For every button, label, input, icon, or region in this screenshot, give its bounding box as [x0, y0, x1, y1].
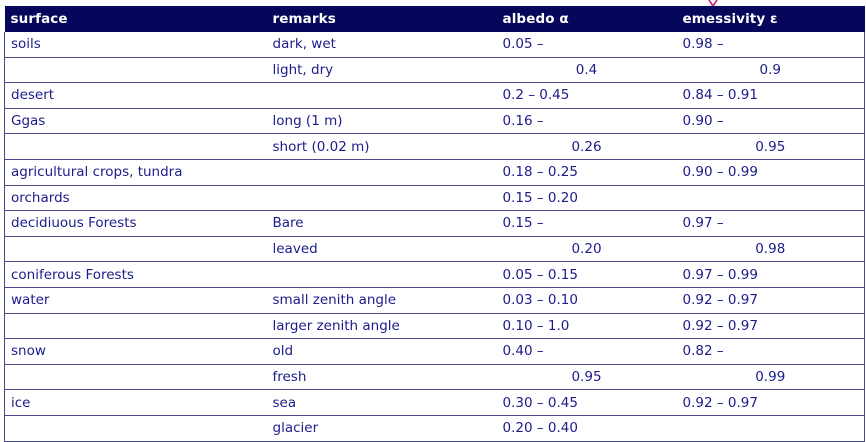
surface-properties-table-container: surface remarks albedo α emessivity ε so…: [4, 6, 865, 442]
cell-surface: snow: [4, 338, 267, 365]
cell-remarks: larger zenith angle: [266, 313, 497, 340]
table-row: snow old 0.40 –0.82 –: [4, 338, 865, 365]
cell-albedo: 0.20: [496, 236, 677, 263]
cell-emissivity: 0.82 –: [676, 338, 865, 365]
cell-surface: [4, 57, 267, 84]
cell-emissivity: 0.99: [676, 364, 865, 391]
table-row: coniferous Forests 0.05 – 0.15 0.97 – 0.99: [4, 261, 865, 288]
cell-surface: ice: [4, 389, 267, 416]
cell-surface: [4, 415, 267, 442]
cell-albedo: 0.15 – 0.20: [496, 185, 677, 212]
cell-remarks: glacier: [266, 415, 497, 442]
cell-emissivity: [676, 415, 865, 442]
table-row: glacier 0.20 – 0.40: [4, 415, 865, 442]
cell-surface: [4, 364, 267, 391]
table-row: ice sea 0.30 – 0.45 0.92 – 0.97: [4, 389, 865, 416]
cell-remarks: leaved: [266, 236, 497, 263]
cell-surface: soils: [4, 32, 267, 58]
cell-albedo: 0.15 –: [496, 210, 677, 237]
cell-surface: [4, 133, 267, 160]
cell-emissivity: 0.90 – 0.99: [676, 159, 865, 186]
cell-emissivity: 0.95: [676, 133, 865, 160]
cell-albedo: 0.26: [496, 133, 677, 160]
cell-albedo: 0.16 –: [496, 108, 677, 135]
cell-surface: [4, 236, 267, 263]
cell-remarks: long (1 m): [266, 108, 497, 135]
cell-albedo: 0.20 – 0.40: [496, 415, 677, 442]
table-row: fresh 0.95 0.99: [4, 364, 865, 391]
cell-surface: desert: [4, 82, 267, 109]
cell-surface: coniferous Forests: [4, 261, 267, 288]
cell-emissivity: 0.98 –: [676, 32, 865, 58]
cell-remarks: short (0.02 m): [266, 133, 497, 160]
table-row: soils dark, wet 0.05 –0.98 –: [4, 32, 865, 58]
table-row: larger zenith angle 0.10 – 1.0 0.92 – 0.97: [4, 313, 865, 340]
cell-remarks: fresh: [266, 364, 497, 391]
cell-albedo: 0.03 – 0.10: [496, 287, 677, 314]
cell-albedo: 0.95: [496, 364, 677, 391]
cell-emissivity: 0.84 – 0.91: [676, 82, 865, 109]
cell-remarks: small zenith angle: [266, 287, 497, 314]
header-surface: surface: [4, 6, 267, 32]
cell-albedo: 0.05 –: [496, 32, 677, 58]
cell-remarks: dark, wet: [266, 32, 497, 58]
table-body: soils dark, wet 0.05 –0.98 – light, dry 0.4 0…: [4, 32, 865, 442]
cell-albedo: 0.40 –: [496, 338, 677, 365]
cell-emissivity: 0.9: [676, 57, 865, 84]
cell-emissivity: 0.92 – 0.97: [676, 287, 865, 314]
cell-albedo: 0.10 – 1.0: [496, 313, 677, 340]
cell-remarks: Bare: [266, 210, 497, 237]
table-row: orchards 0.15 – 0.20: [4, 185, 865, 212]
cell-emissivity: 0.97 – 0.99: [676, 261, 865, 288]
cell-emissivity: 0.97 –: [676, 210, 865, 237]
table-row: agricultural crops, tundra 0.18 – 0.25 0.9…: [4, 159, 865, 186]
cell-albedo: 0.18 – 0.25: [496, 159, 677, 186]
table-row: light, dry 0.4 0.9: [4, 57, 865, 84]
cell-emissivity: 0.92 – 0.97: [676, 389, 865, 416]
cell-albedo: 0.05 – 0.15: [496, 261, 677, 288]
cell-emissivity: 0.92 – 0.97: [676, 313, 865, 340]
cell-remarks: old: [266, 338, 497, 365]
cell-surface: water: [4, 287, 267, 314]
table-row: desert 0.2 – 0.45 0.84 – 0.91: [4, 82, 865, 109]
cell-emissivity: 0.90 –: [676, 108, 865, 135]
cell-remarks: sea: [266, 389, 497, 416]
cell-remarks: [266, 82, 497, 109]
cell-remarks: [266, 185, 497, 212]
table-row: leaved 0.20 0.98: [4, 236, 865, 263]
header-row: surface remarks albedo α emessivity ε: [4, 6, 865, 32]
cell-albedo: 0.30 – 0.45: [496, 389, 677, 416]
cell-surface: agricultural crops, tundra: [4, 159, 267, 186]
header-albedo: albedo α: [496, 6, 677, 32]
table-row: short (0.02 m) 0.26 0.95: [4, 133, 865, 160]
cell-remarks: light, dry: [266, 57, 497, 84]
cell-emissivity: 0.98: [676, 236, 865, 263]
table-row: water small zenith angle 0.03 – 0.10 0.92 –…: [4, 287, 865, 314]
header-emissivity: emessivity ε: [676, 6, 865, 32]
cell-remarks: [266, 159, 497, 186]
table-header: surface remarks albedo α emessivity ε: [4, 6, 865, 32]
cell-remarks: [266, 261, 497, 288]
cell-albedo: 0.2 – 0.45: [496, 82, 677, 109]
cell-emissivity: [676, 185, 865, 212]
table-row: decidiuous Forests Bare 0.15 –0.97 –: [4, 210, 865, 237]
cell-surface: Ggas: [4, 108, 267, 135]
cell-albedo: 0.4: [496, 57, 677, 84]
header-remarks: remarks: [266, 6, 497, 32]
table-row: Ggas long (1 m) 0.16 –0.90 –: [4, 108, 865, 135]
cell-surface: [4, 313, 267, 340]
cell-surface: orchards: [4, 185, 267, 212]
cell-surface: decidiuous Forests: [4, 210, 267, 237]
surface-properties-table: surface remarks albedo α emessivity ε so…: [4, 6, 865, 442]
